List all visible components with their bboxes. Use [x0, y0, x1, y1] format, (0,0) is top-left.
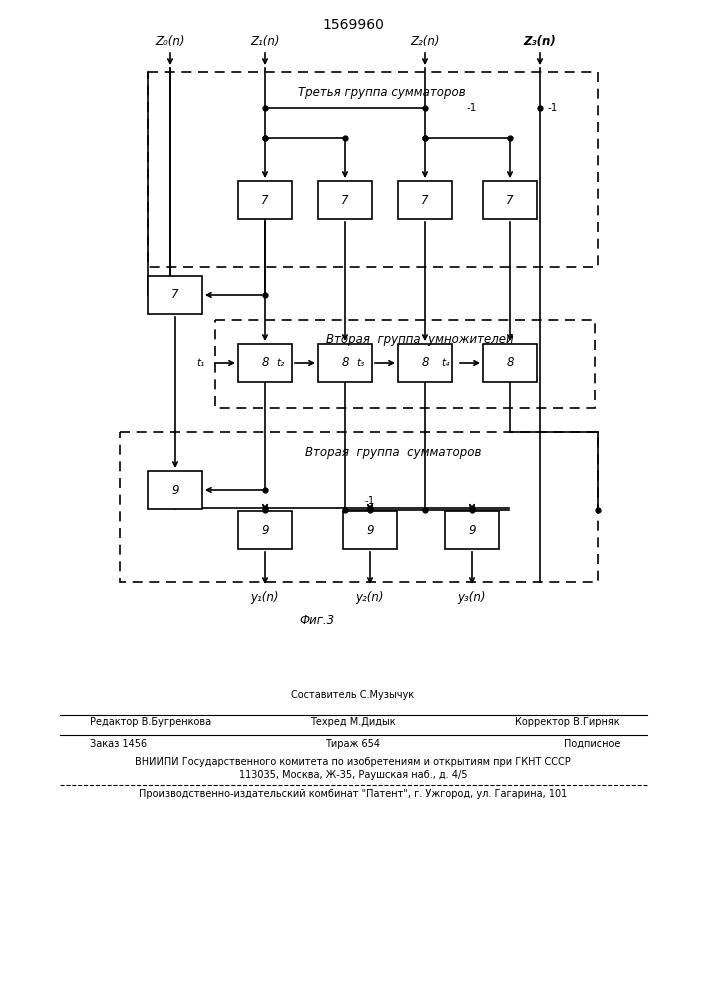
Bar	[120, 432, 598, 582]
Text: Z₀(n): Z₀(n)	[156, 35, 185, 48]
Text: t₂: t₂	[276, 358, 284, 368]
Text: Z₁(n): Z₁(n)	[250, 35, 280, 48]
Text: y₃(n): y₃(n)	[457, 591, 486, 604]
Text: Z₃(n): Z₃(n)	[524, 35, 556, 48]
Text: 7: 7	[421, 194, 428, 207]
Text: 1569960: 1569960	[322, 18, 384, 32]
Bar	[398, 344, 452, 382]
Text: -1: -1	[548, 103, 559, 113]
Bar	[238, 181, 292, 219]
Text: 9: 9	[171, 484, 179, 496]
Text: Производственно-издательский комбинат "Патент", г. Ужгород, ул. Гагарина, 101: Производственно-издательский комбинат "П…	[139, 789, 567, 799]
Bar	[238, 344, 292, 382]
Text: -1: -1	[467, 103, 477, 113]
Bar	[483, 344, 537, 382]
Text: 8: 8	[262, 357, 269, 369]
Text: Z₂(n): Z₂(n)	[410, 35, 440, 48]
Text: 7: 7	[506, 194, 514, 207]
Bar	[445, 511, 499, 549]
Bar	[148, 471, 202, 509]
Text: ВНИИПИ Государственного комитета по изобретениям и открытиям при ГКНТ СССР: ВНИИПИ Государственного комитета по изоб…	[135, 757, 571, 767]
Text: Подписное: Подписное	[563, 739, 620, 749]
Bar	[215, 320, 595, 408]
Text: 9: 9	[366, 524, 374, 536]
Text: 113035, Москва, Ж-35, Раушская наб., д. 4/5: 113035, Москва, Ж-35, Раушская наб., д. …	[239, 770, 467, 780]
Text: t₄: t₄	[441, 358, 449, 368]
Bar	[398, 181, 452, 219]
Text: 9: 9	[468, 524, 476, 536]
Text: Техред М.Дидык: Техред М.Дидык	[310, 717, 396, 727]
Text: t₁: t₁	[196, 358, 204, 368]
Bar	[343, 511, 397, 549]
Bar	[318, 181, 372, 219]
Bar	[238, 511, 292, 549]
Bar	[148, 72, 598, 267]
Text: Составитель С.Музычук: Составитель С.Музычук	[291, 690, 414, 700]
Text: Заказ 1456: Заказ 1456	[90, 739, 147, 749]
Text: -1: -1	[365, 496, 375, 506]
Bar	[148, 276, 202, 314]
Text: 8: 8	[506, 357, 514, 369]
Text: Редактор В.Бугренкова: Редактор В.Бугренкова	[90, 717, 211, 727]
Bar	[318, 344, 372, 382]
Text: Вторая  группа  сумматоров: Вторая группа сумматоров	[305, 446, 481, 459]
Text: 8: 8	[421, 357, 428, 369]
Text: 7: 7	[262, 194, 269, 207]
Text: t₃: t₃	[356, 358, 364, 368]
Text: Фиг.3: Фиг.3	[300, 614, 334, 627]
Text: Тираж 654: Тираж 654	[325, 739, 380, 749]
Text: 9: 9	[262, 524, 269, 536]
Text: 7: 7	[171, 288, 179, 302]
Bar	[483, 181, 537, 219]
Text: Вторая  группа  умножителей: Вторая группа умножителей	[326, 333, 514, 346]
Text: 8: 8	[341, 357, 349, 369]
Text: y₂(n): y₂(n)	[356, 591, 384, 604]
Text: Корректор В.Гирняк: Корректор В.Гирняк	[515, 717, 620, 727]
Text: y₁(n): y₁(n)	[251, 591, 279, 604]
Text: Третья группа сумматоров: Третья группа сумматоров	[298, 86, 466, 99]
Text: 7: 7	[341, 194, 349, 207]
